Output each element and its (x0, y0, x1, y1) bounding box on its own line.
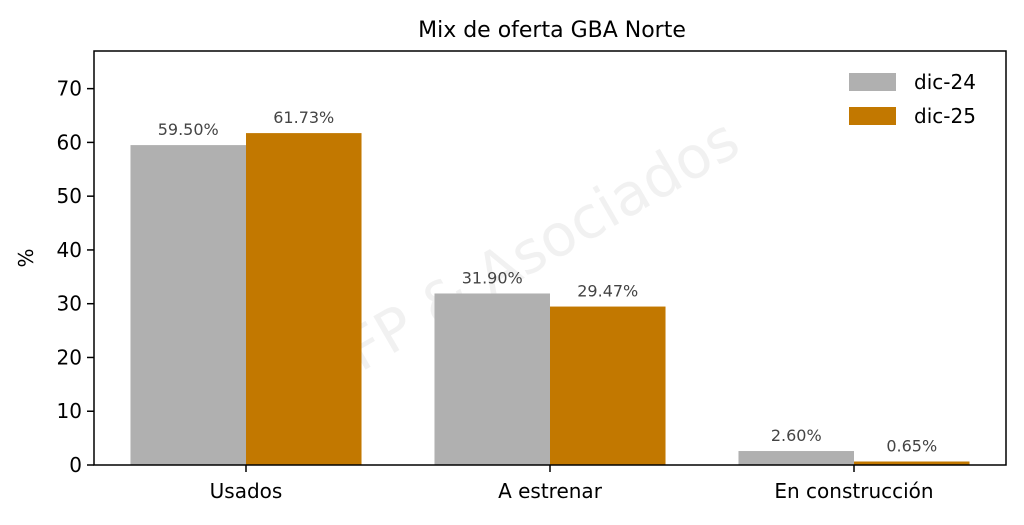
y-tick-label: 0 (69, 453, 82, 477)
x-tick-label: En construcción (774, 479, 933, 503)
x-tick-label: A estrenar (498, 479, 603, 503)
x-tick-label: Usados (210, 479, 283, 503)
plot-area: 0 10 20 30 40 50 60 70 Usados 59.50% 61.73% A estre… (57, 77, 970, 503)
bar-dic-25-2 (854, 461, 970, 465)
legend-swatch-dic-24 (849, 73, 896, 91)
plot-frame (93, 50, 1007, 466)
y-tick-label: 50 (57, 184, 82, 208)
legend-label: dic-24 (914, 70, 976, 94)
bar-dic-25-1 (550, 306, 666, 465)
bar-dic-24-2 (738, 451, 854, 465)
y-tick-label: 60 (57, 130, 82, 154)
data-label: 61.73% (273, 108, 334, 127)
y-tick-label: 30 (57, 292, 82, 316)
y-tick-label: 10 (57, 399, 82, 423)
chart-title: Mix de oferta GBA Norte (418, 18, 686, 43)
y-axis-label: % (14, 248, 38, 267)
legend-swatch-dic-25 (849, 107, 896, 125)
bar-dic-24-0 (130, 145, 246, 465)
data-label: 0.65% (886, 437, 937, 456)
data-label: 59.50% (158, 120, 219, 139)
data-label: 31.90% (462, 268, 523, 287)
legend-label: dic-25 (914, 104, 976, 128)
y-tick-label: 40 (57, 238, 82, 262)
data-label: 29.47% (577, 282, 638, 301)
bar-dic-24-1 (434, 293, 550, 465)
legend: dic-24 dic-25 (849, 70, 976, 128)
data-label: 2.60% (771, 426, 822, 445)
bar-dic-25-0 (246, 133, 362, 465)
y-tick-label: 70 (57, 77, 82, 101)
y-tick-label: 20 (57, 345, 82, 369)
